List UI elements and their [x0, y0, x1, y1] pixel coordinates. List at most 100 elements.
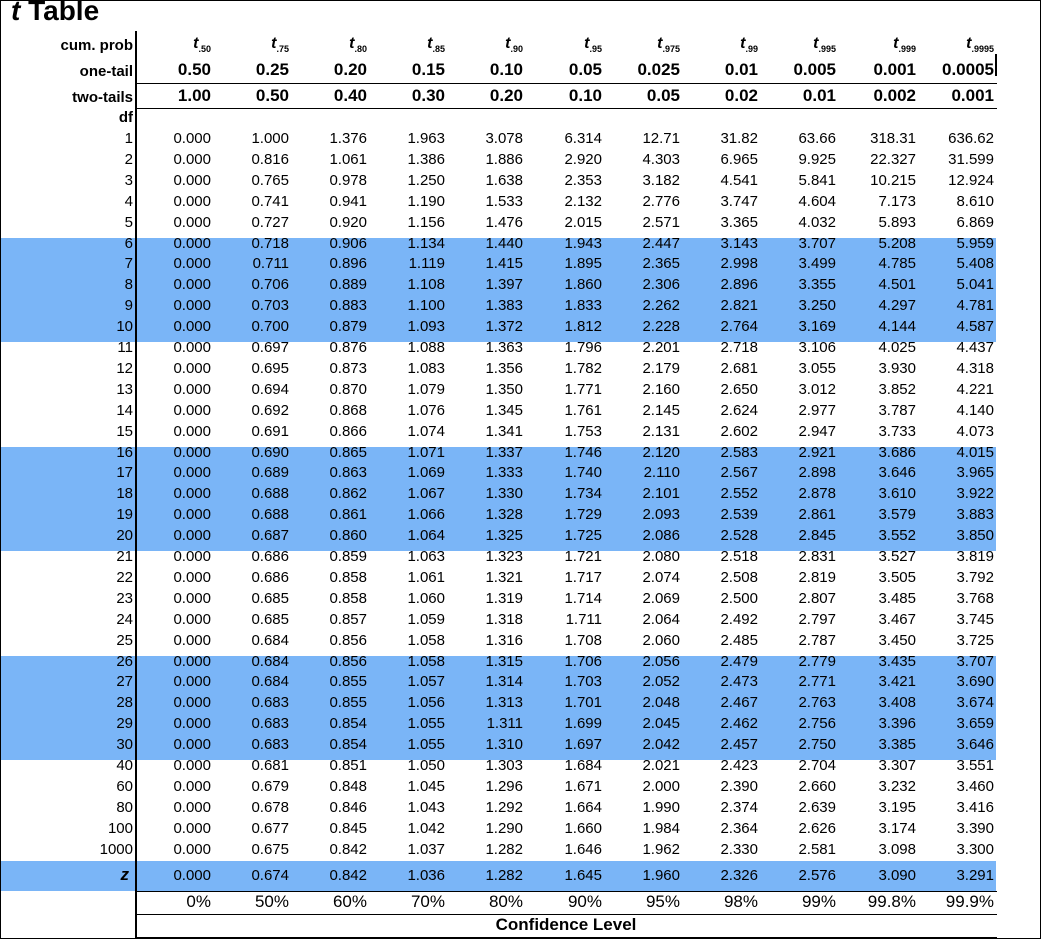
df-value: 11	[117, 339, 133, 356]
table-cell: 1.083	[407, 359, 445, 377]
table-cell: 2.750	[798, 736, 836, 754]
table-cell: 3.106	[798, 339, 836, 356]
table-cell: 0.868	[329, 401, 367, 419]
col-subscript: .995	[818, 44, 836, 55]
table-cell: 3.467	[878, 610, 916, 628]
table-cell: 2.306	[642, 276, 680, 294]
table-cell: 2.330	[720, 840, 758, 858]
table-cell: 1.963	[407, 130, 445, 147]
confidence-value: 99.8%	[867, 892, 916, 911]
table-row: 29 0.000 0.683 0.854 1.055 1.311 1.699 2.045 2.4…	[1, 715, 1001, 736]
table-cell: 0.000	[173, 485, 211, 503]
two-tails-value: 1.00	[177, 86, 211, 105]
table-cell: 2.845	[798, 527, 836, 545]
table-cell: 3.078	[485, 130, 523, 147]
table-cell: 0.000	[173, 276, 211, 294]
table-cell: 4.025	[878, 339, 916, 356]
table-cell: 3.787	[878, 401, 916, 419]
table-cell: 1.729	[564, 506, 602, 524]
table-cell: 0.000	[173, 548, 211, 565]
table-cell: 1.337	[485, 443, 523, 461]
col-t-quantile: t.975	[657, 35, 680, 55]
df-value: 2	[124, 150, 133, 168]
table-cell: 0.689	[251, 464, 289, 482]
header-divider-2	[137, 108, 997, 109]
table-cell: 0.000	[173, 422, 211, 440]
table-cell: 3.182	[642, 171, 680, 189]
table-cell: 0.000	[173, 255, 211, 273]
table-cell: 1.708	[564, 631, 602, 649]
table-cell: 1.043	[407, 798, 445, 816]
table-cell: 3.733	[878, 422, 916, 440]
df-value: 3	[124, 171, 133, 189]
table-cell: 0.695	[251, 359, 289, 377]
table-cell: 2.060	[642, 631, 680, 649]
table-cell: 2.704	[798, 757, 836, 774]
df-value: 1000	[99, 840, 133, 858]
table-cell: 2.998	[720, 255, 758, 273]
table-cell: 3.551	[956, 757, 994, 774]
table-cell: 0.863	[329, 464, 367, 482]
table-row: 5 0.000 0.727 0.920 1.156 1.476 2.015 2.571 3.36…	[1, 214, 1001, 235]
table-cell: 0.686	[251, 568, 289, 586]
table-cell: 2.457	[720, 736, 758, 754]
table-cell: 0.856	[329, 631, 367, 649]
two-tails-value: 0.40	[333, 86, 367, 105]
table-cell: 0.683	[251, 736, 289, 754]
two-tails-value: 0.01	[802, 86, 836, 105]
table-cell: 1.962	[642, 840, 680, 858]
table-cell: 3.416	[956, 798, 994, 816]
z-label: z	[120, 865, 130, 884]
one-tail-value: 0.05	[568, 60, 602, 79]
table-cell: 0.000	[173, 631, 211, 649]
one-tail-value: 0.01	[724, 60, 758, 79]
table-cell: 1.699	[564, 715, 602, 733]
table-cell: 0.845	[329, 819, 367, 837]
title-t: t	[11, 0, 21, 26]
table-cell: 1.050	[407, 757, 445, 774]
col-t-quantile: t.50	[193, 35, 211, 55]
table-cell: 1.311	[486, 715, 523, 733]
table-row: 30 0.000 0.683 0.854 1.055 1.310 1.697 2.042 2.4…	[1, 736, 1001, 757]
confidence-value: 70%	[410, 892, 445, 911]
table-cell: 3.499	[798, 255, 836, 273]
table-cell: 3.707	[798, 234, 836, 252]
table-cell: 2.898	[798, 464, 836, 482]
z-cell: 1.960	[642, 867, 680, 884]
table-cell: 3.390	[956, 819, 994, 837]
table-cell: 3.385	[878, 736, 916, 754]
table-cell: 1.660	[564, 819, 602, 837]
table-cell: 1.325	[485, 527, 523, 545]
table-row: 17 0.000 0.689 0.863 1.069 1.333 1.740 2.110 2.5…	[1, 464, 1001, 485]
table-cell: 2.201	[642, 339, 680, 356]
table-row: 100 0.000 0.677 0.845 1.042 1.290 1.660 1.984 2.…	[1, 820, 1001, 841]
table-cell: 0.691	[251, 422, 289, 440]
table-cell: 2.583	[720, 443, 758, 461]
table-cell: 0.851	[329, 757, 367, 774]
table-cell: 2.528	[720, 527, 758, 545]
table-cell: 0.000	[173, 652, 211, 670]
df-value: 17	[116, 464, 133, 482]
confidence-value: 50%	[254, 892, 289, 911]
table-cell: 4.144	[878, 318, 916, 336]
table-cell: 2.467	[720, 694, 758, 712]
df-value: 22	[116, 568, 133, 586]
table-cell: 0.703	[251, 297, 289, 315]
table-cell: 2.508	[720, 568, 758, 586]
table-cell: 2.552	[720, 485, 758, 503]
table-cell: 0.000	[173, 527, 211, 545]
table-cell: 2.779	[798, 652, 836, 670]
col-t-quantile: t.9995	[966, 35, 994, 55]
confidence-value: 98%	[723, 892, 758, 911]
table-cell: 2.921	[798, 443, 836, 461]
table-cell: 0.857	[329, 610, 367, 628]
table-cell: 3.579	[878, 506, 916, 524]
table-cell: 1.318	[485, 610, 523, 628]
table-cell: 1.746	[564, 443, 602, 461]
table-cell: 1.333	[485, 464, 523, 482]
df-value: 21	[116, 548, 133, 565]
table-cell: 2.787	[798, 631, 836, 649]
table-cell: 1.740	[564, 464, 602, 482]
table-row: 12 0.000 0.695 0.873 1.083 1.356 1.782 2.179 2.6…	[1, 360, 1001, 381]
